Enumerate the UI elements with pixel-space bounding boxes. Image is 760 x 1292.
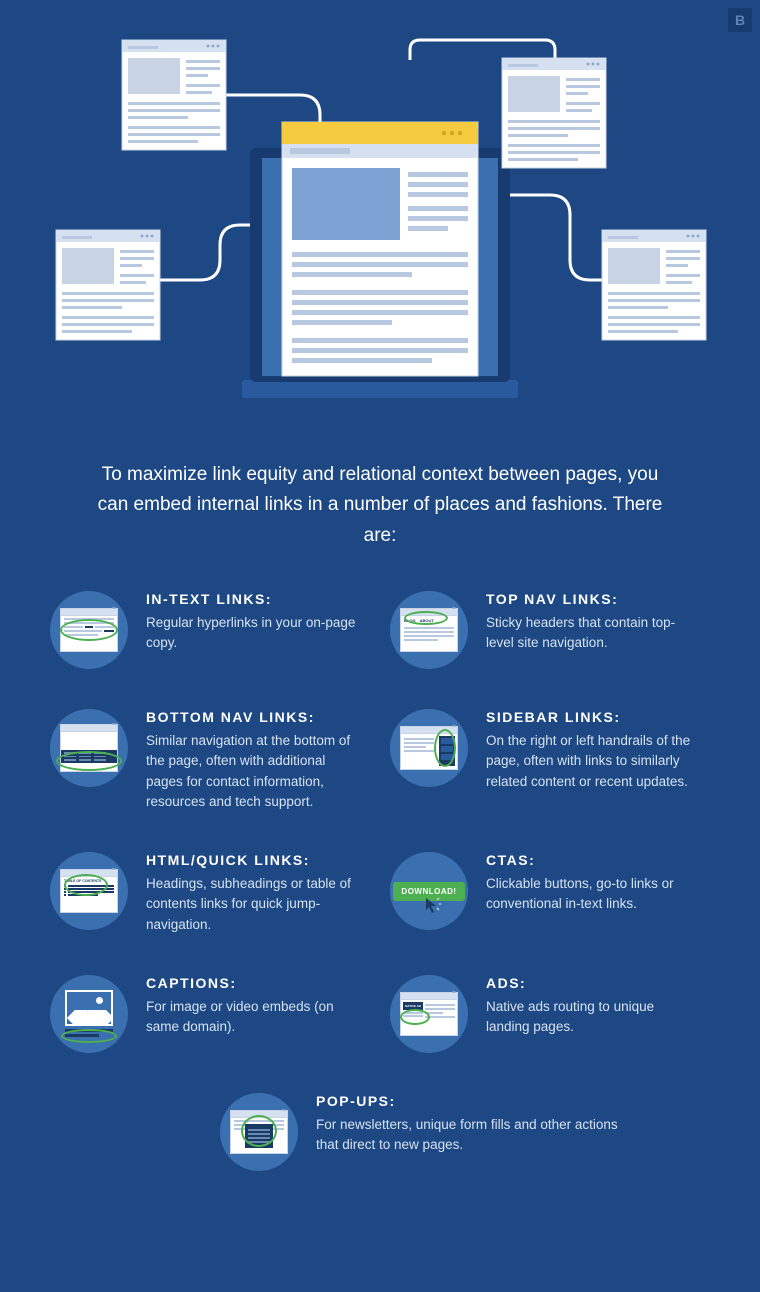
item-bottomnav: BOTTOM NAV LINKS: Similar navigation at … — [50, 709, 360, 812]
topnav-desc: Sticky headers that contain top-level si… — [486, 613, 700, 654]
cta-title: CTAS: — [486, 852, 700, 868]
hero-diagram — [0, 0, 760, 430]
caption-title: CAPTIONS: — [146, 975, 360, 991]
quick-title: HTML/QUICK LINKS: — [146, 852, 360, 868]
caption-icon — [50, 975, 128, 1053]
popup-title: POP-UPS: — [316, 1093, 620, 1109]
bottomnav-icon — [50, 709, 128, 787]
sidebar-icon — [390, 709, 468, 787]
bottomnav-title: BOTTOM NAV LINKS: — [146, 709, 360, 725]
cta-desc: Clickable buttons, go-to links or conven… — [486, 874, 700, 915]
topnav-icon: BLOGABOUT — [390, 591, 468, 669]
bottomnav-desc: Similar navigation at the bottom of the … — [146, 731, 360, 812]
item-topnav: BLOGABOUT TOP NAV LINKS: Sticky headers … — [390, 591, 700, 669]
quick-icon: TABLE OF CONTENTS — [50, 852, 128, 930]
sidebar-title: SIDEBAR LINKS: — [486, 709, 700, 725]
ads-icon: NATIVE AD — [390, 975, 468, 1053]
popup-desc: For newsletters, unique form fills and o… — [316, 1115, 620, 1156]
item-quick: TABLE OF CONTENTS HTML/QUICK LINKS: Head… — [50, 852, 360, 935]
intext-desc: Regular hyperlinks in your on-page copy. — [146, 613, 360, 654]
topnav-title: TOP NAV LINKS: — [486, 591, 700, 607]
item-popup: POP-UPS: For newsletters, unique form fi… — [220, 1093, 620, 1171]
item-sidebar: SIDEBAR LINKS: On the right or left hand… — [390, 709, 700, 812]
cta-icon: DOWNLOAD! — [390, 852, 468, 930]
ads-desc: Native ads routing to unique landing pag… — [486, 997, 700, 1038]
intext-icon — [50, 591, 128, 669]
sidebar-desc: On the right or left handrails of the pa… — [486, 731, 700, 792]
item-caption: CAPTIONS: For image or video embeds (on … — [50, 975, 360, 1053]
caption-desc: For image or video embeds (on same domai… — [146, 997, 360, 1038]
link-types-grid: IN-TEXT LINKS: Regular hyperlinks in you… — [0, 581, 760, 1171]
popup-icon — [220, 1093, 298, 1171]
item-ads: NATIVE AD ADS: Native ads routing to uni… — [390, 975, 700, 1053]
intext-title: IN-TEXT LINKS: — [146, 591, 360, 607]
item-intext: IN-TEXT LINKS: Regular hyperlinks in you… — [50, 591, 360, 669]
quick-desc: Headings, subheadings or table of conten… — [146, 874, 360, 935]
ads-title: ADS: — [486, 975, 700, 991]
item-cta: DOWNLOAD! CTAS: Clickable buttons, go-to… — [390, 852, 700, 935]
intro-text: To maximize link equity and relational c… — [0, 430, 760, 581]
